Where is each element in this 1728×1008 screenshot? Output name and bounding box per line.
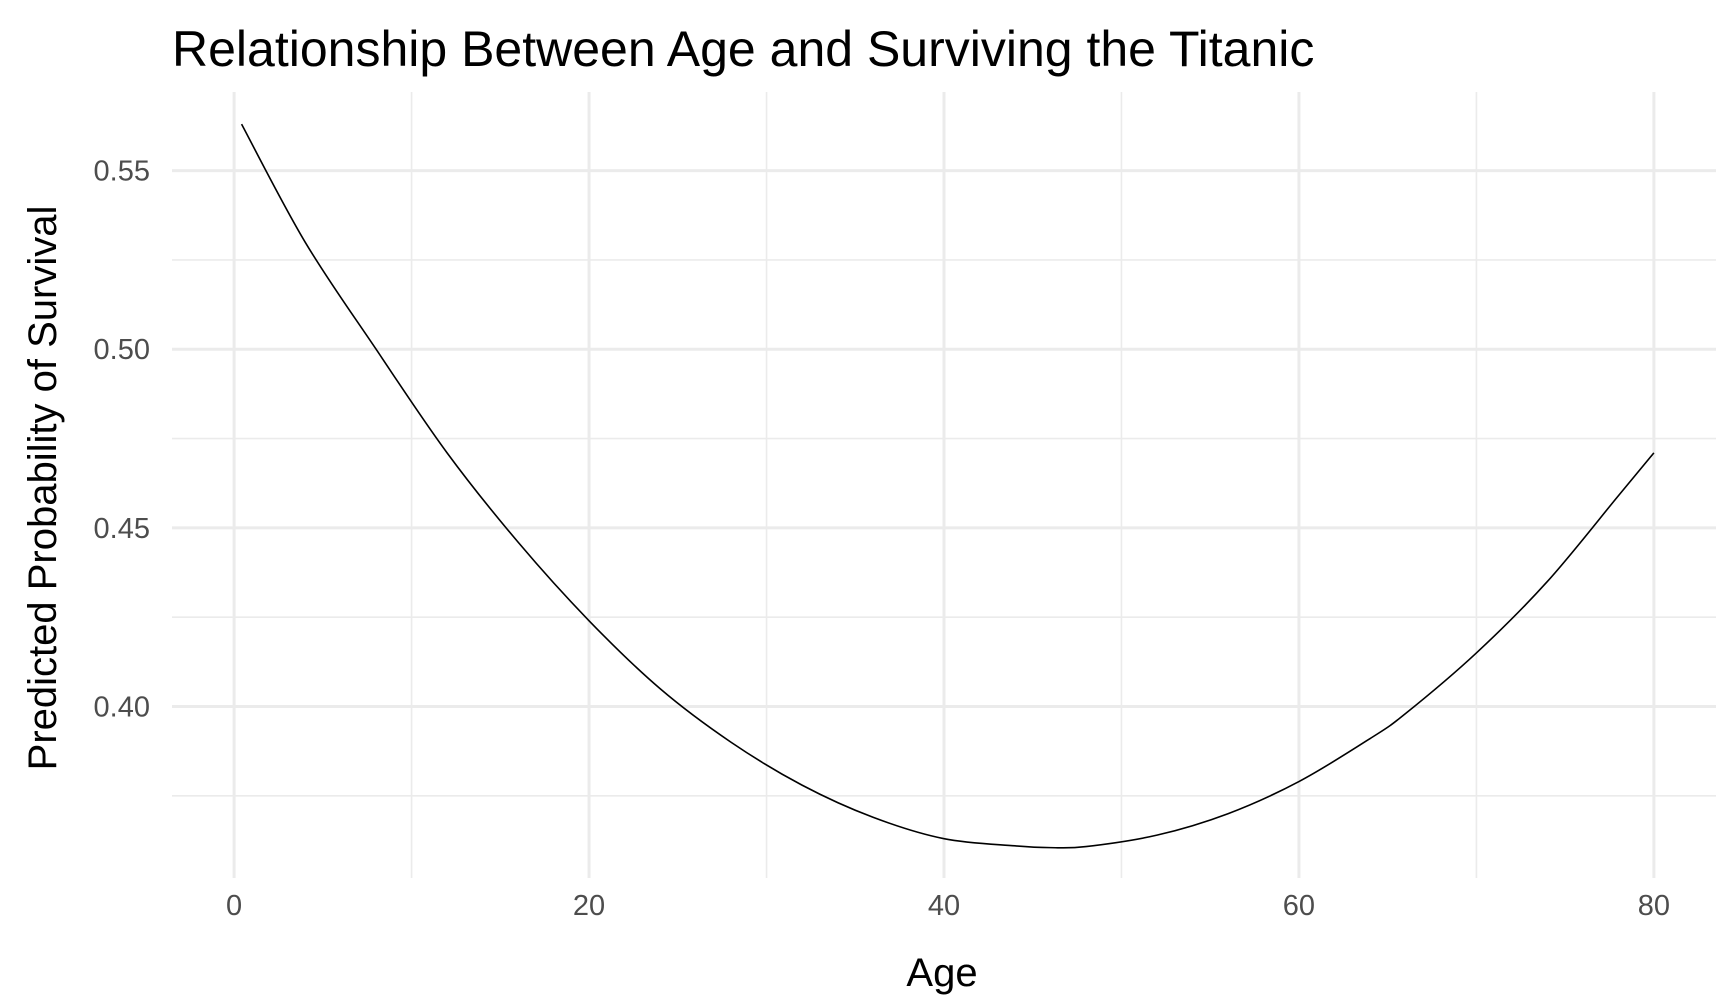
y-tick-label: 0.40: [94, 692, 150, 724]
x-tick-label: 0: [226, 890, 242, 922]
y-tick-label: 0.50: [94, 334, 150, 366]
chart-title: Relationship Between Age and Surviving t…: [172, 21, 1314, 77]
x-tick-label: 20: [573, 890, 605, 922]
x-tick-label: 40: [928, 890, 960, 922]
x-tick-label: 80: [1638, 890, 1670, 922]
y-tick-label: 0.45: [94, 513, 150, 545]
survival-probability-line: [240, 123, 1655, 849]
x-tick-label: 60: [1283, 890, 1315, 922]
x-axis-tick-labels: 0 20 40 60 80: [226, 890, 1670, 922]
major-gridlines: [172, 92, 1716, 878]
x-axis-title: Age: [906, 951, 977, 995]
y-axis-title: Predicted Probability of Survival: [21, 206, 65, 771]
y-tick-label: 0.55: [94, 156, 150, 188]
y-axis-tick-labels: 0.40 0.45 0.50 0.55: [94, 156, 150, 724]
